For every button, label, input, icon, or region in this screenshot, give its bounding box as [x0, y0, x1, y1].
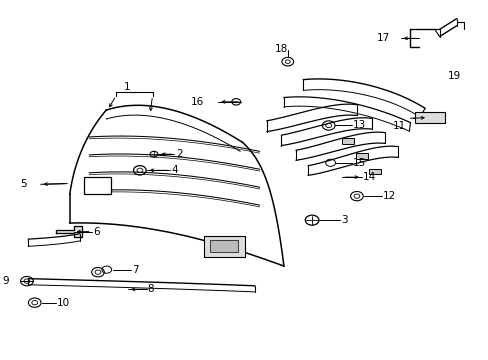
Text: 11: 11 — [392, 121, 406, 131]
Text: 6: 6 — [93, 227, 100, 237]
Bar — [209, 240, 238, 252]
Bar — [342, 138, 354, 144]
Text: 3: 3 — [341, 215, 347, 225]
Text: 7: 7 — [132, 265, 139, 275]
Bar — [84, 177, 111, 194]
Bar — [368, 168, 380, 174]
Bar — [355, 153, 367, 159]
Text: 2: 2 — [176, 149, 182, 159]
Text: 14: 14 — [362, 172, 375, 182]
Text: 12: 12 — [383, 191, 396, 201]
Text: 19: 19 — [447, 71, 460, 81]
Text: 15: 15 — [352, 158, 366, 168]
Text: 16: 16 — [190, 97, 203, 107]
Polygon shape — [56, 226, 82, 237]
Text: 13: 13 — [352, 121, 366, 130]
Bar — [414, 112, 444, 123]
Text: 18: 18 — [274, 44, 287, 54]
Text: 17: 17 — [376, 33, 389, 43]
Text: 8: 8 — [147, 284, 154, 294]
Text: 9: 9 — [2, 276, 9, 286]
Text: 10: 10 — [57, 298, 70, 308]
Text: 1: 1 — [123, 82, 130, 92]
Bar — [203, 235, 244, 257]
Text: 5: 5 — [20, 179, 27, 189]
Text: 4: 4 — [171, 165, 177, 175]
